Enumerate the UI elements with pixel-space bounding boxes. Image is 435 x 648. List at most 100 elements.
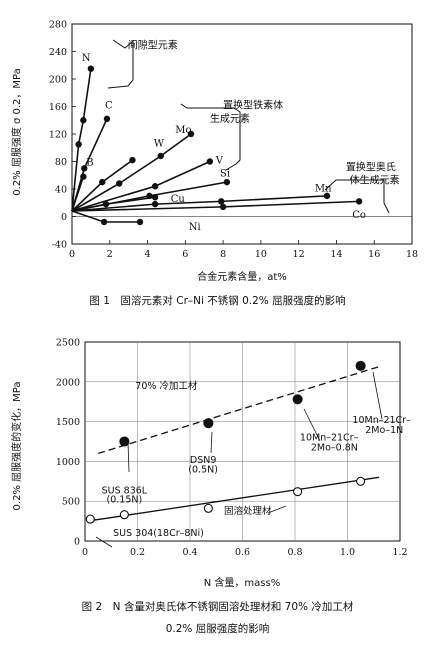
data-point-solution-treated [119,510,129,520]
fig2-x-axis-title: N 含量，mass% [204,576,280,589]
fig1-x-tick-label: 2 [107,249,113,260]
bracket-ferrite [180,103,241,171]
fig1-annotation: 置换型铁素体 [223,98,283,111]
fig2-y-tick-label: 2500 [56,338,80,349]
data-point-n [75,141,82,148]
leader-sus836l [127,441,130,473]
fig2-annotation: (0.15N) [107,494,143,505]
figure-2-caption-line-2: 0.2% 屈服强度的影响 [165,623,270,635]
fig1-y-tick-label: 80 [55,157,67,168]
fig2-annotation: 2Mo–1N [365,425,403,436]
data-point-mn [218,198,225,205]
data-point-co [219,203,227,211]
fig2-annotation: SUS 304(18Cr–8Ni) [113,528,204,539]
fig2-x-ticks: 0 0.2 0.4 0.6 0.8 1.0 1.2 [82,547,408,558]
fig1-y-tick-label: 120 [49,130,67,141]
data-point-mn [151,200,159,208]
figure-1-y-axis-label: 0.2% 屈服强度 σ 0.2，MPa [10,68,23,196]
data-point-v [206,158,214,165]
fig2-y-tick-label: 500 [62,497,80,508]
series-label-mo: Mo [175,125,191,136]
fig2-annotation: 70% 冷加工材 [135,380,198,392]
bracket-interstitial [107,39,134,89]
fig1-y-tick-label: 240 [49,47,67,58]
fig2-y-tick-label: 1000 [56,457,80,468]
data-point-n [87,65,95,72]
data-point-n [80,117,87,124]
fig1-x-tick-label: 18 [406,249,418,260]
leader-1n [372,371,383,420]
data-point-cu [102,200,110,208]
series-label-w: W [154,138,165,149]
bracket-austenite [324,179,390,214]
data-point-cold-worked [355,360,366,371]
fig1-x-axis-title: 合金元素含量，at% [197,270,287,283]
fig2-x-tick-label: 0.4 [182,547,197,558]
fig2-series-group [85,360,380,524]
fig1-y-axis-title: 0.2% 屈服强度 σ 0.2，MPa [10,68,23,196]
fig1-y-tick-label: -40 [52,240,67,251]
data-point-si [223,178,231,186]
data-point-mo [157,152,164,160]
data-point-w [129,156,136,164]
fig2-x-tick-label: 0 [82,547,88,558]
fig1-annotation: 体生成元素 [350,173,400,186]
series-label-co: Co [352,210,366,221]
fig2-y-axis-title: 0.2% 屈服强度的变化，MPa [10,382,23,511]
fig1-brackets [107,39,390,214]
leader-sus304 [95,536,113,548]
fig1-x-tick-label: 12 [293,249,305,260]
fig1-x-tick-label: 14 [330,249,342,260]
trend-line-solution-treated [90,476,380,522]
fig1-annotation: 置换型奥氏 [346,160,396,173]
fig2-annotation: SUS 836L [102,485,148,496]
fig2-annotation: 2Mo–0.8N [311,442,358,453]
series-label-si: Si [220,169,230,180]
data-point-solution-treated [356,476,366,486]
data-point-mo [187,130,195,138]
series-line-mo [71,133,192,212]
series-line-n [71,68,92,212]
fig1-y-tick-label: 280 [49,20,67,31]
fig2-y-tick-label: 0 [74,537,80,548]
series-label-n: N [82,53,91,64]
fig1-y-tick-label: 0 [61,212,67,223]
data-point-cu [151,194,159,201]
data-point-solution-treated [203,503,213,513]
figure-1-chart: 0.2% 屈服强度 σ 0.2，MPa -4004080120160200240… [10,20,418,284]
fig2-annotation: 10Mn–21Cr– [352,415,411,426]
fig2-y-ticks: 0 500 1000 1500 2000 2500 [56,338,80,548]
fig2-x-tick-label: 1.2 [392,547,407,558]
fig2-annotation: DSN9 [190,455,217,466]
data-point-c [103,115,111,123]
data-point-ni [136,218,144,226]
fig1-series-group: N C B W Mo V Si Cu Mn Co Ni [71,53,366,233]
data-point-ni [100,218,108,226]
trend-line-cold-worked [97,366,380,455]
figure-2-caption-line-1: 图 2 N 含量对奥氏体不锈钢固溶处理材和 70% 冷加工材 [81,601,354,613]
series-label-mn: Mn [315,184,332,195]
data-point-co [355,198,363,205]
fig1-x-tick-label: 10 [255,249,267,260]
data-point-v [151,183,159,190]
data-point-cold-worked [119,436,130,447]
fig1-y-ticks: -40 0 40 80 120 160 200 240 280 [49,20,76,251]
fig2-y-tick-label: 1500 [56,417,80,428]
fig2-x-tick-label: 1.0 [340,547,355,558]
series-line-mn [71,195,328,212]
data-point-b [80,173,87,180]
data-point-cold-worked [292,394,303,405]
fig2-leader-lines [95,371,383,548]
fig1-x-ticks: 0 2 4 6 8 10 12 14 16 18 [69,240,418,260]
fig1-x-tick-label: 4 [145,249,151,260]
series-line-b [71,176,85,212]
fig1-x-tick-label: 6 [182,249,188,260]
series-label-ni: Ni [189,222,201,233]
series-label-b: B [86,158,93,169]
fig2-annotation: (0.5N) [188,465,218,476]
fig2-y-tick-label: 2000 [56,377,80,388]
leader-solution [267,505,287,514]
series-label-c: C [105,100,113,111]
